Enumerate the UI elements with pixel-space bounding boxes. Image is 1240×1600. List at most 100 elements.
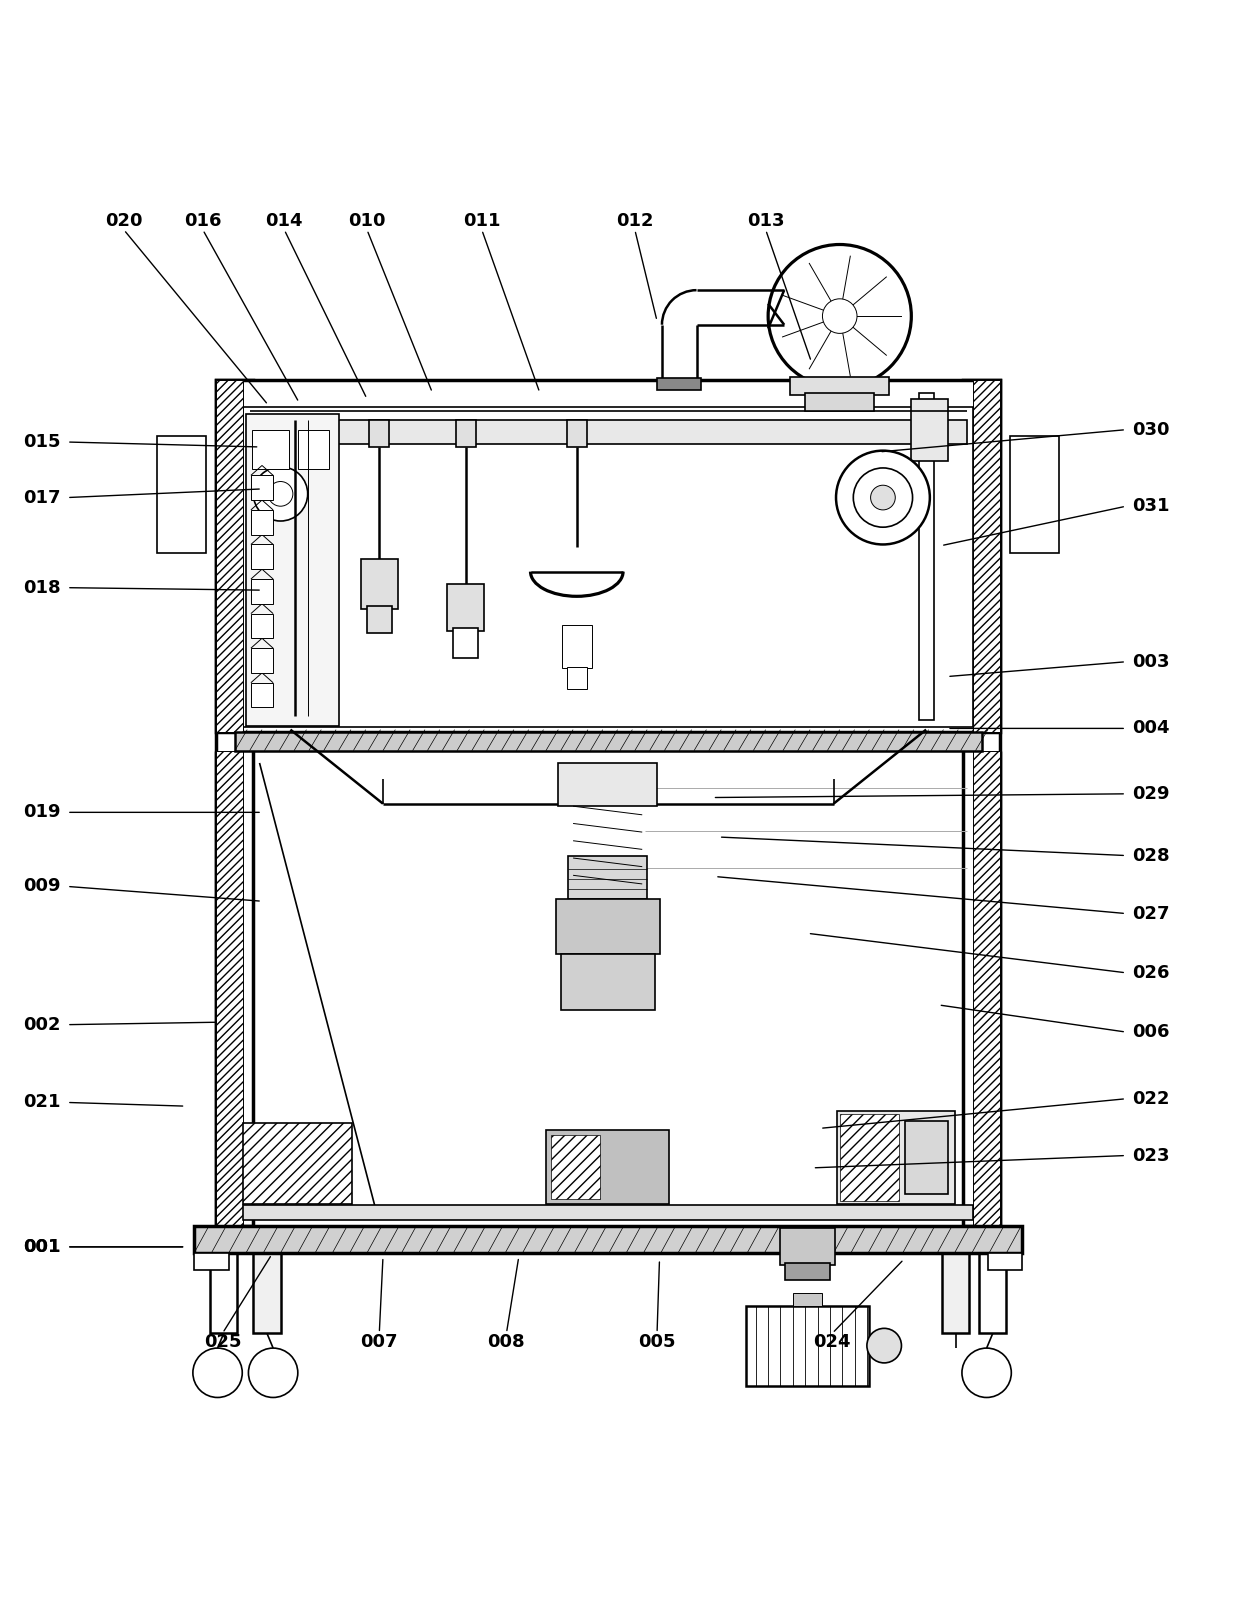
Bar: [234, 733, 982, 750]
Circle shape: [253, 467, 308, 522]
Bar: [973, 381, 1001, 733]
Text: 004: 004: [1132, 720, 1169, 738]
Text: 015: 015: [24, 434, 61, 451]
Bar: [551, 1134, 600, 1198]
Bar: [250, 544, 273, 570]
Bar: [216, 381, 253, 1226]
Bar: [250, 579, 273, 603]
Bar: [657, 378, 702, 390]
Bar: [210, 1253, 237, 1333]
Text: 024: 024: [813, 1333, 851, 1352]
Bar: [298, 430, 329, 469]
Text: 016: 016: [184, 211, 222, 230]
Circle shape: [962, 1349, 1012, 1397]
Bar: [973, 750, 1001, 1226]
Circle shape: [768, 245, 911, 387]
Bar: [980, 1253, 1007, 1333]
Bar: [805, 392, 874, 411]
Bar: [250, 683, 273, 707]
Text: 006: 006: [1132, 1022, 1169, 1042]
Bar: [963, 381, 1001, 1226]
Bar: [361, 560, 398, 608]
Bar: [839, 1114, 899, 1202]
Bar: [780, 1229, 835, 1266]
Text: 029: 029: [1132, 786, 1169, 803]
Text: 030: 030: [1132, 421, 1169, 438]
Bar: [837, 1110, 955, 1203]
Bar: [250, 510, 273, 534]
Text: 020: 020: [105, 211, 143, 230]
Text: 001: 001: [24, 1238, 61, 1256]
Text: 019: 019: [24, 803, 61, 821]
Text: 026: 026: [1132, 963, 1169, 982]
Bar: [243, 1123, 352, 1203]
Bar: [250, 613, 273, 638]
Text: 005: 005: [639, 1333, 676, 1352]
Text: 011: 011: [463, 211, 501, 230]
Bar: [1011, 435, 1059, 554]
Text: 002: 002: [24, 1016, 61, 1034]
Bar: [195, 1253, 228, 1270]
Circle shape: [867, 1328, 901, 1363]
Bar: [454, 629, 479, 658]
Circle shape: [193, 1349, 242, 1397]
Bar: [567, 667, 587, 690]
Bar: [250, 475, 273, 501]
Bar: [558, 763, 657, 806]
Bar: [562, 624, 591, 667]
Text: 014: 014: [265, 211, 303, 230]
Text: 027: 027: [1132, 904, 1169, 923]
Circle shape: [268, 482, 293, 506]
Circle shape: [836, 451, 930, 544]
Text: 010: 010: [348, 211, 386, 230]
Bar: [250, 648, 273, 674]
Bar: [567, 419, 587, 446]
Bar: [792, 1293, 822, 1306]
Text: 025: 025: [203, 1333, 242, 1352]
Bar: [546, 1130, 670, 1203]
Text: 013: 013: [746, 211, 785, 230]
Text: 003: 003: [1132, 653, 1169, 670]
Bar: [216, 750, 243, 1226]
Bar: [919, 392, 934, 720]
Circle shape: [853, 467, 913, 526]
Bar: [456, 419, 476, 446]
Text: 009: 009: [24, 877, 61, 896]
Circle shape: [248, 1349, 298, 1397]
Bar: [367, 606, 392, 634]
Bar: [790, 376, 889, 395]
Bar: [243, 408, 973, 726]
Bar: [216, 381, 243, 733]
Text: 012: 012: [616, 211, 653, 230]
Text: 021: 021: [24, 1093, 61, 1112]
Bar: [246, 414, 339, 726]
Bar: [905, 1122, 949, 1194]
Bar: [560, 954, 655, 1010]
Bar: [556, 899, 660, 954]
Text: 022: 022: [1132, 1090, 1169, 1107]
Bar: [942, 1253, 970, 1333]
Bar: [746, 1306, 869, 1386]
Text: 028: 028: [1132, 846, 1169, 864]
Circle shape: [822, 299, 857, 333]
Text: 007: 007: [361, 1333, 398, 1352]
Bar: [448, 584, 484, 630]
Bar: [252, 430, 289, 469]
Text: 031: 031: [1132, 498, 1169, 515]
Text: 001: 001: [24, 1238, 61, 1256]
Text: 017: 017: [24, 488, 61, 507]
Bar: [249, 419, 967, 445]
Circle shape: [870, 485, 895, 510]
Bar: [195, 1226, 1023, 1253]
Text: 023: 023: [1132, 1147, 1169, 1165]
Text: 008: 008: [487, 1333, 526, 1352]
Bar: [216, 381, 1001, 733]
Bar: [243, 1205, 973, 1219]
Bar: [253, 1253, 280, 1333]
Bar: [988, 1253, 1023, 1270]
Bar: [370, 419, 389, 446]
Bar: [568, 856, 647, 899]
Bar: [911, 398, 949, 461]
Bar: [785, 1262, 830, 1280]
Text: 018: 018: [24, 579, 61, 597]
